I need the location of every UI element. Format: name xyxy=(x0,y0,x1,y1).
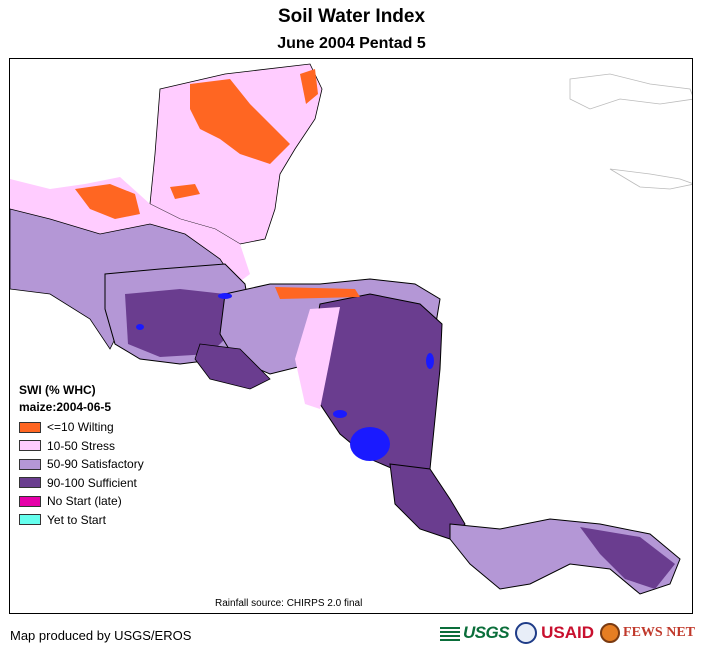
rainfall-source: Rainfall source: CHIRPS 2.0 final xyxy=(215,598,363,609)
usaid-logo: USAID xyxy=(515,622,594,644)
map-subtitle: June 2004 Pentad 5 xyxy=(277,35,426,52)
legend-title: SWI (% WHC) xyxy=(19,383,96,397)
legend-item-sufficient: 90-100 Sufficient xyxy=(19,474,144,493)
usgs-wave-icon xyxy=(439,625,460,641)
wilting-patch-northeast xyxy=(300,69,318,104)
usaid-seal-icon xyxy=(515,622,538,644)
lake-izabal xyxy=(218,293,232,299)
usaid-logo-text: USAID xyxy=(541,623,595,642)
lake-nicaragua xyxy=(350,427,390,461)
wilting-patch-honduras xyxy=(275,287,360,299)
legend-label: 90-100 Sufficient xyxy=(47,475,137,490)
el-salvador-region xyxy=(194,343,271,390)
map-canvas xyxy=(10,63,692,595)
legend-item-no-start: No Start (late) xyxy=(19,492,144,511)
map-credit: Map produced by USGS/EROS xyxy=(10,628,192,643)
legend-swatch xyxy=(19,495,41,507)
usgs-logo-text: USGS xyxy=(462,623,510,642)
lake-managua xyxy=(333,410,347,418)
lake-atitlan xyxy=(136,324,144,330)
caribbean-island-outline xyxy=(569,73,692,110)
legend-item-yet-to-start: Yet to Start xyxy=(19,511,144,530)
caribbean-island-outline-2 xyxy=(609,168,692,190)
legend-swatch xyxy=(19,458,41,470)
usgs-logo: USGS xyxy=(439,623,510,643)
wilting-patch-campeche xyxy=(170,184,200,199)
legend-label: No Start (late) xyxy=(47,494,122,509)
legend-label: Yet to Start xyxy=(47,512,106,527)
map-title: Soil Water Index xyxy=(277,6,426,27)
legend-item-wilting: <=10 Wilting xyxy=(19,418,144,437)
panama-wet-area xyxy=(580,527,675,589)
legend-swatch xyxy=(19,514,41,526)
legend-swatch xyxy=(19,440,41,452)
legend-label: <=10 Wilting xyxy=(47,420,114,435)
logo-strip: USGS USAID FEWS NET xyxy=(439,622,695,644)
lagoon-caribbean xyxy=(426,353,434,369)
legend-item-satisfactory: 50-90 Satisfactory xyxy=(19,455,144,474)
legend-label: 50-90 Satisfactory xyxy=(47,457,144,472)
legend-swatch xyxy=(19,421,41,433)
legend-swatch xyxy=(19,477,41,489)
map-frame xyxy=(9,58,693,614)
fews-globe-icon xyxy=(600,623,621,643)
guatemala-wet-area xyxy=(125,289,235,357)
fews-logo-text: FEWS NET xyxy=(623,625,695,640)
legend-subtitle: maize:2004-06-5 xyxy=(19,400,112,414)
nicaragua-stress-area xyxy=(295,307,340,409)
fews-net-logo: FEWS NET xyxy=(600,623,695,643)
map-legend: SWI (% WHC) maize:2004-06-5 <=10 Wilting… xyxy=(19,383,144,529)
legend-label: 10-50 Stress xyxy=(47,438,116,453)
wilting-patch-yucatan xyxy=(190,79,290,164)
wilting-patch-tabasco xyxy=(75,184,140,219)
legend-item-stress: 10-50 Stress xyxy=(19,437,144,456)
